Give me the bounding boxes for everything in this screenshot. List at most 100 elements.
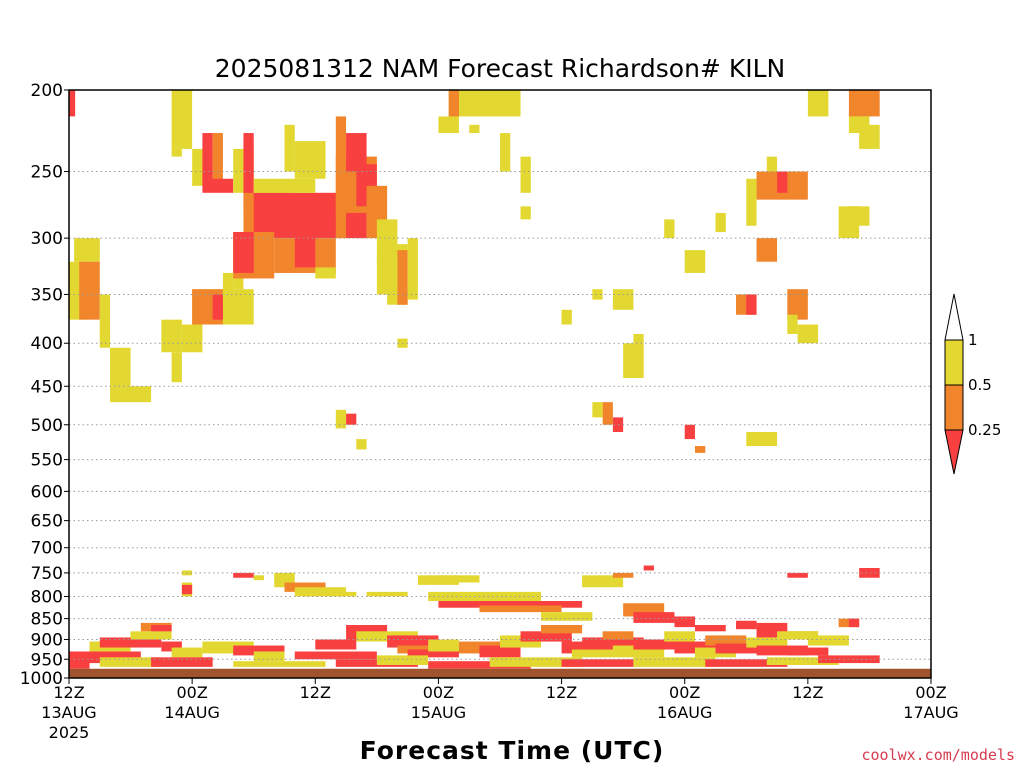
heatmap-cell (294, 651, 377, 660)
heatmap-cell (612, 572, 634, 578)
heatmap-cells (69, 90, 880, 669)
heatmap-cell (623, 343, 644, 379)
heatmap-cell (110, 347, 131, 387)
heatmap-cell (582, 575, 624, 588)
heatmap-cell (397, 250, 408, 305)
heatmap-cell (99, 324, 111, 348)
y-tick-label: 200 (31, 81, 63, 101)
heatmap-cell (171, 148, 182, 157)
colorbar-box-orange (944, 384, 964, 431)
heatmap-cell (787, 647, 829, 656)
heatmap-cell (715, 212, 726, 232)
heatmap-cell (161, 319, 182, 353)
x-tick-date: 14AUG (164, 703, 219, 722)
heatmap-cell (807, 90, 829, 117)
colorbar-bottom-arrow (944, 429, 964, 475)
heatmap-cell (848, 206, 870, 226)
heatmap-cell (428, 591, 542, 602)
heatmap-cell (110, 386, 152, 403)
colorbar-label: 1 (968, 331, 978, 349)
heatmap-cell (284, 124, 295, 172)
heatmap-cell (335, 659, 418, 667)
x-tick-hour: 12Z (546, 683, 577, 702)
y-axis: 200 250 300 350 400 450 500 550 600 650 700 750 800 8… (20, 81, 69, 689)
y-tick-label: 600 (31, 482, 63, 502)
heatmap-cell (407, 649, 459, 658)
y-tick-label: 650 (31, 512, 63, 532)
heatmap-cell (715, 643, 767, 654)
heatmap-cell (520, 631, 572, 642)
heatmap-cell (130, 631, 172, 640)
x-tick-hour: 00Z (915, 683, 946, 702)
heatmap-cell (489, 657, 583, 667)
heatmap-cell (777, 631, 819, 640)
heatmap-cell (387, 635, 439, 648)
y-tick-label: 800 (31, 587, 63, 607)
x-tick-date: 16AUG (657, 703, 712, 722)
heatmap-cell (335, 409, 347, 429)
colorbar-legend: 0.25 0.5 1 (944, 293, 1001, 475)
heatmap-cell (469, 124, 480, 134)
heatmap-cell (602, 631, 634, 640)
heatmap-cell (99, 294, 111, 334)
y-tick-label: 400 (31, 334, 63, 354)
heatmap-cell (705, 635, 747, 646)
heatmap-cell (428, 639, 459, 652)
heatmap-cell (284, 582, 326, 592)
heatmap-cell (212, 133, 223, 189)
heatmap-cell (335, 116, 347, 239)
chart-title: 2025081312 NAM Forecast Richardson# KILN (215, 54, 785, 83)
heatmap-cell (315, 267, 336, 279)
x-tick-hour: 12Z (792, 683, 823, 702)
x-tick-date: 17AUG (903, 703, 958, 722)
x-tick-date: 15AUG (411, 703, 466, 722)
heatmap-cell (787, 572, 808, 578)
heatmap-cell (161, 641, 182, 652)
heatmap-cell (797, 324, 819, 344)
heatmap-cell (520, 156, 531, 193)
heatmap-cell (674, 641, 716, 654)
y-tick-label: 300 (31, 229, 63, 249)
heatmap-cell (787, 314, 798, 334)
heatmap-cell (592, 402, 603, 418)
heatmap-cell (602, 402, 613, 425)
heatmap-cell (407, 238, 418, 300)
heatmap-cell (233, 572, 254, 578)
x-tick-hour: 00Z (669, 683, 700, 702)
heatmap-cell (633, 612, 675, 623)
heatmap-cell (571, 649, 613, 658)
heatmap-cell (766, 657, 839, 665)
colorbar-label: 0.5 (968, 376, 992, 394)
y-tick-label: 1000 (20, 669, 63, 689)
heatmap-cell (438, 116, 459, 134)
y-tick-label: 850 (31, 610, 63, 630)
heatmap-cell (171, 647, 203, 658)
heatmap-cell (756, 645, 808, 656)
heatmap-cell (151, 625, 172, 632)
heatmap-cell (69, 651, 141, 664)
y-tick-label: 500 (31, 416, 63, 436)
heatmap-cell (356, 439, 367, 450)
heatmap-cell (643, 565, 654, 571)
heatmap-cell (397, 645, 439, 654)
x-tick-hour: 00Z (176, 683, 207, 702)
heatmap-cell (674, 616, 695, 628)
colorbar-box-yellow (944, 339, 964, 386)
x-tick-year: 2025 (49, 723, 90, 742)
heatmap-cell (376, 255, 398, 295)
heatmap-cell (99, 657, 162, 667)
y-tick-label: 950 (31, 650, 63, 670)
heatmap-cell (79, 261, 100, 320)
colorbar-top-arrow (944, 293, 964, 341)
heatmap-cell (520, 206, 531, 220)
heatmap-cell (684, 424, 695, 440)
heatmap-cell (315, 639, 357, 650)
heatmap-cell (294, 587, 347, 597)
heatmap-cell (253, 178, 316, 193)
heatmap-cell (346, 133, 367, 172)
heatmap-cell (253, 651, 285, 662)
heatmap-cell (202, 641, 254, 654)
heatmap-cell (438, 601, 583, 608)
heatmap-cell (684, 250, 706, 273)
heatmap-cell (428, 661, 531, 669)
